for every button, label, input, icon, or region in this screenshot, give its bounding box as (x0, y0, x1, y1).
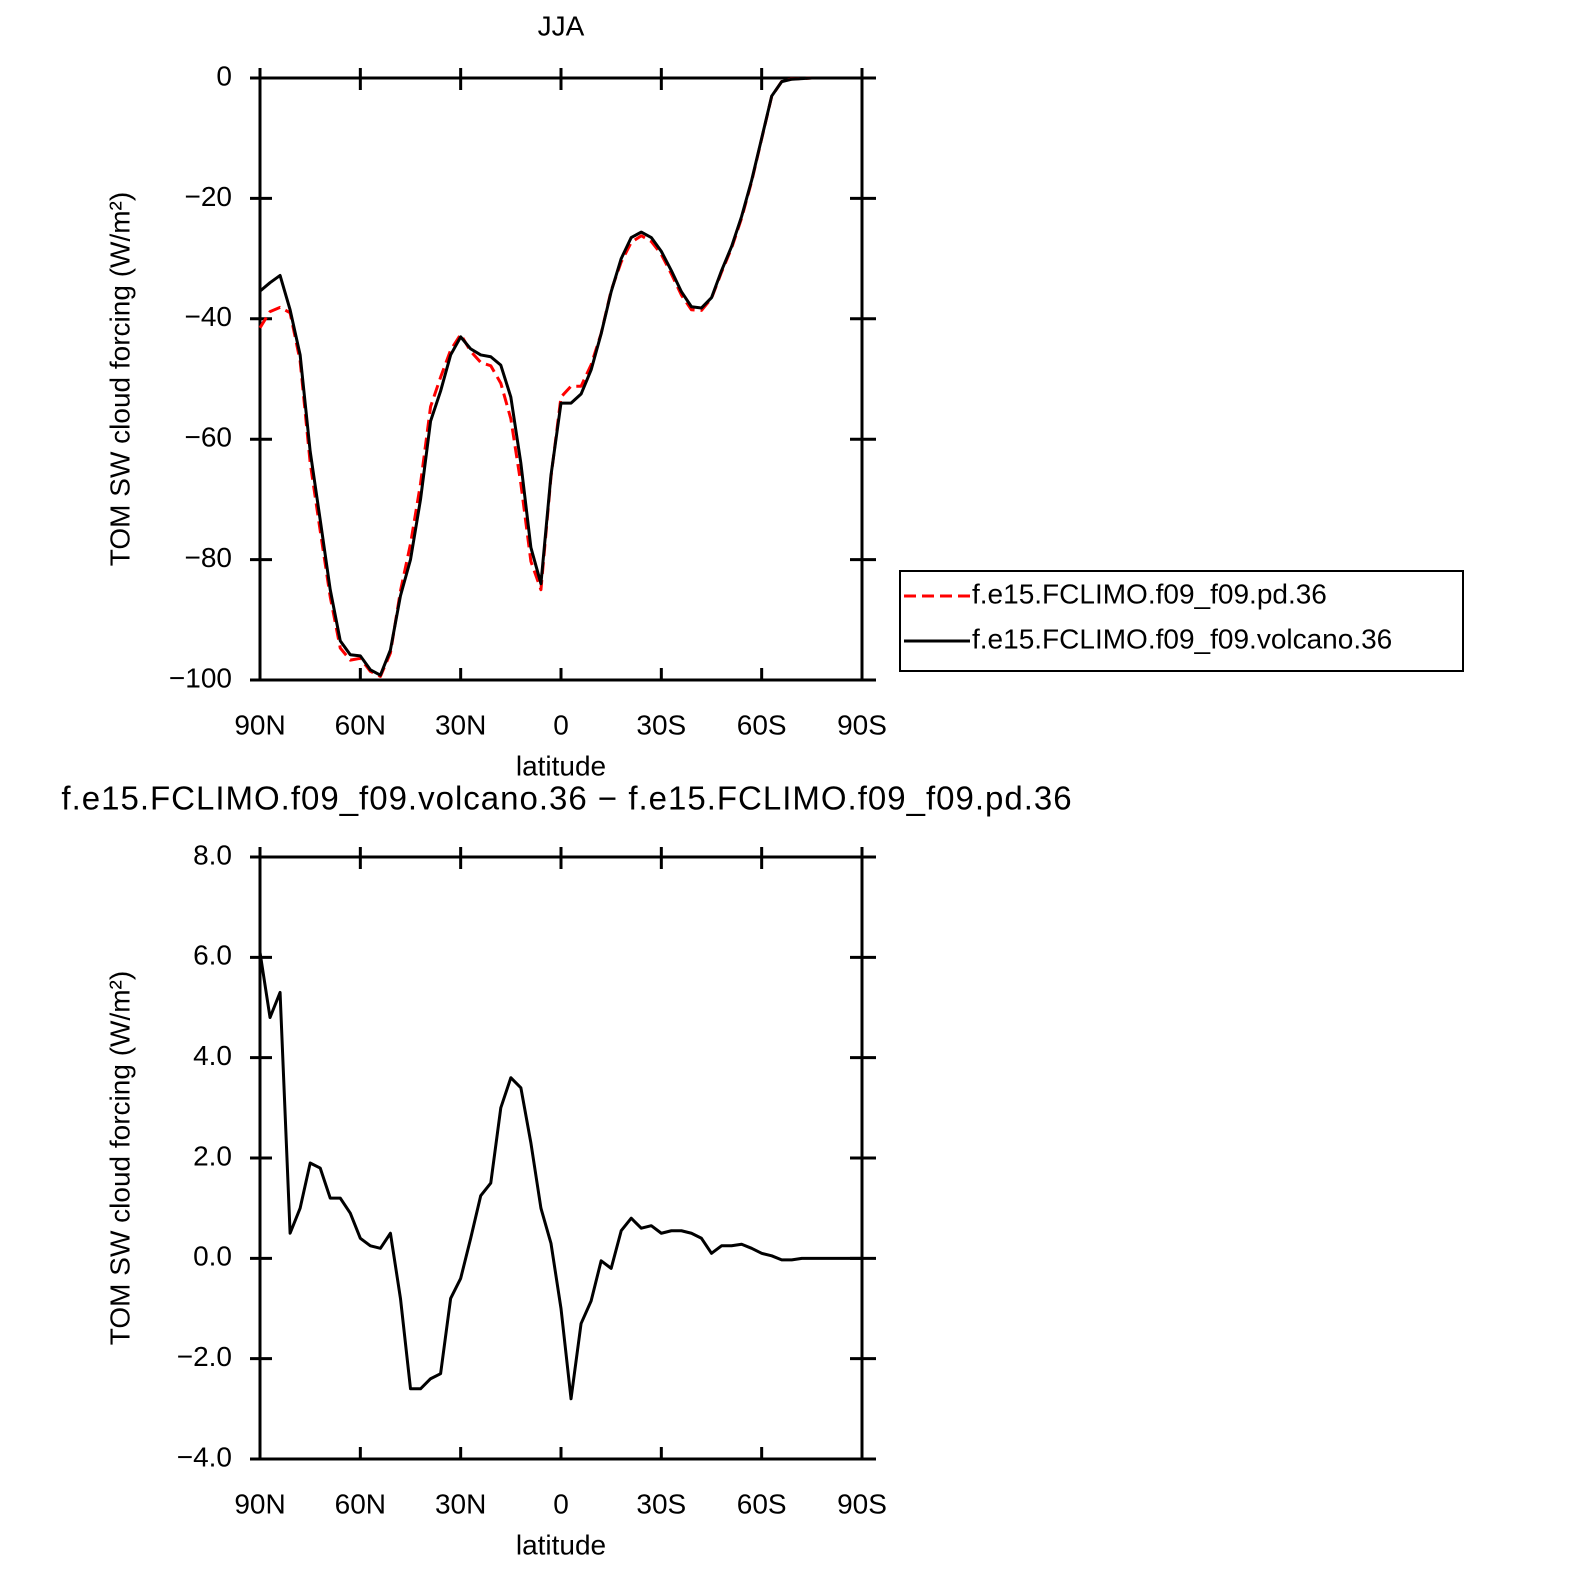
y-tick-label: −80 (185, 542, 233, 573)
x-tick-label: 60N (335, 709, 386, 740)
x-axis-label: latitude (516, 750, 606, 781)
x-axis-label: latitude (516, 1529, 606, 1560)
y-tick-label: −2.0 (177, 1341, 232, 1372)
x-tick-label: 30N (435, 709, 486, 740)
x-tick-label: 60S (737, 709, 787, 740)
series-line (259, 76, 862, 677)
y-tick-label: 0 (216, 60, 232, 91)
y-tick-label: 4.0 (193, 1040, 232, 1071)
legend-label: f.e15.FCLIMO.f09_f09.pd.36 (972, 578, 1327, 609)
x-tick-label: 30S (636, 709, 686, 740)
series-line (258, 76, 862, 678)
x-tick-label: 30S (636, 1488, 686, 1519)
y-axis-label: TOM SW cloud forcing (W/m²) (104, 192, 135, 566)
x-tick-label: 90S (837, 709, 887, 740)
x-tick-label: 0 (553, 1488, 569, 1519)
y-tick-label: 2.0 (193, 1140, 232, 1171)
y-axis-label: TOM SW cloud forcing (W/m²) (104, 971, 135, 1345)
legend-box (899, 570, 1464, 672)
x-tick-label: 90N (234, 709, 285, 740)
y-tick-label: −40 (185, 301, 233, 332)
y-tick-label: 6.0 (193, 940, 232, 971)
chart-title: f.e15.FCLIMO.f09_f09.volcano.36 − f.e15.… (61, 780, 1072, 817)
series-line (258, 952, 862, 1401)
y-tick-label: −4.0 (177, 1441, 232, 1472)
y-tick-label: 8.0 (193, 839, 232, 870)
plot-frame (258, 76, 864, 682)
x-tick-label: 90N (234, 1488, 285, 1519)
y-tick-label: −100 (169, 662, 232, 693)
x-tick-label: 0 (553, 709, 569, 740)
plot-frame (258, 855, 864, 1461)
x-tick-label: 60S (737, 1488, 787, 1519)
x-tick-label: 30N (435, 1488, 486, 1519)
y-tick-label: 0.0 (193, 1241, 232, 1272)
chart-title: JJA (538, 10, 585, 41)
y-tick-label: −60 (185, 422, 233, 453)
legend-label: f.e15.FCLIMO.f09_f09.volcano.36 (972, 623, 1392, 654)
x-tick-label: 90S (837, 1488, 887, 1519)
y-tick-label: −20 (185, 181, 233, 212)
x-tick-label: 60N (335, 1488, 386, 1519)
